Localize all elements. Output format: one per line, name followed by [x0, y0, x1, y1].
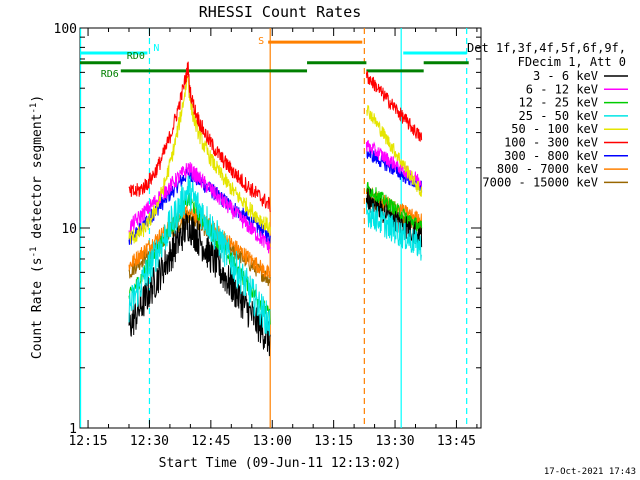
x-tick-label: 12:30	[130, 434, 169, 449]
x-axis-label: Start Time (09-Jun-11 12:13:02)	[159, 456, 402, 471]
series-line-seg1	[128, 175, 271, 336]
legend-label: 800 - 7000 keV	[497, 162, 598, 176]
legend-label: 50 - 100 keV	[511, 122, 598, 136]
series-line-seg2	[365, 70, 423, 142]
flag-label: RD0	[127, 51, 145, 62]
y-axis-label-end: )	[30, 95, 45, 103]
y-tick-label: 1	[69, 422, 77, 437]
legend-label: 6 - 12 keV	[526, 82, 598, 96]
y-axis-label: Count Rate (s-1 detector segment-1)	[29, 95, 45, 359]
series-lines	[128, 61, 423, 357]
y-tick-label: 10	[61, 222, 77, 237]
series-line-seg2	[366, 105, 423, 197]
x-tick-label: 12:15	[68, 434, 107, 449]
series-line-seg2	[365, 202, 422, 261]
series-line-seg1	[128, 162, 271, 254]
legend-label: 25 - 50 keV	[519, 109, 598, 123]
y-axis-label-mid: detector segment	[30, 114, 45, 247]
flag-label: N	[153, 43, 159, 54]
flag-label: S	[258, 36, 264, 47]
legend-label: 300 - 800 keV	[504, 149, 598, 163]
legend-label: 12 - 25 keV	[519, 96, 598, 110]
x-tick-label: 13:30	[375, 434, 414, 449]
y-axis-label-sup1: -1	[29, 247, 39, 258]
legend-header-2: FDecim 1, Att 0	[518, 55, 626, 69]
legend-header-1: Det 1f,3f,4f,5f,6f,9f,	[467, 41, 626, 55]
y-tick-label: 100	[54, 22, 77, 37]
flag-bars: N S RD0 RD6	[80, 36, 469, 80]
series-line-seg1	[128, 61, 271, 213]
chart-title: RHESSI Count Rates	[199, 3, 362, 21]
series-line-seg1	[128, 213, 271, 357]
flag-label: RD6	[101, 69, 119, 80]
timestamp: 17-Oct-2021 17:43	[544, 467, 636, 477]
x-tick-label: 13:45	[437, 434, 476, 449]
x-tick-label: 12:45	[191, 434, 230, 449]
x-tick-label: 13:00	[253, 434, 292, 449]
y-axis-label-main: Count Rate (s	[30, 257, 45, 359]
x-tick-label: 13:15	[314, 434, 353, 449]
y-axis-label-sup2: -1	[29, 103, 39, 114]
legend-label: 3 - 6 keV	[533, 69, 598, 83]
legend-label: 100 - 300 keV	[504, 136, 598, 150]
series-line-seg2	[366, 181, 423, 232]
axes: 12:15 12:30 12:45 13:00 13:15 13:30 13:45 1 10 10…	[54, 22, 481, 449]
legend-label: 7000 - 15000 keV	[482, 175, 598, 189]
legend: Det 1f,3f,4f,5f,6f,9f, FDecim 1, Att 0 3…	[467, 41, 628, 189]
